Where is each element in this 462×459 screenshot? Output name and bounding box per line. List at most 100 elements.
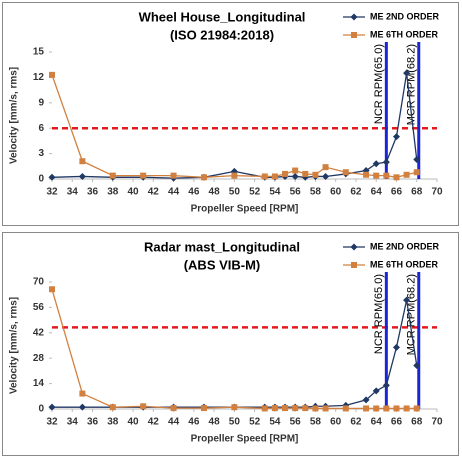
data-point xyxy=(140,172,147,179)
data-point xyxy=(312,405,319,412)
data-point xyxy=(49,286,55,293)
x-axis-label: Propeller Speed [RPM] xyxy=(191,434,299,445)
data-point xyxy=(322,164,329,171)
data-point xyxy=(261,173,268,180)
x-tick-label: 58 xyxy=(310,187,322,198)
data-point xyxy=(271,405,278,412)
data-point xyxy=(78,172,86,180)
x-tick-label: 54 xyxy=(269,417,281,428)
y-tick-label: 9 xyxy=(38,97,44,108)
x-tick-label: 36 xyxy=(87,417,99,428)
chart-title: Radar mast_Longitudinal xyxy=(144,239,300,254)
data-point xyxy=(79,390,86,397)
data-point xyxy=(282,405,289,412)
data-point xyxy=(292,405,299,412)
x-tick-label: 36 xyxy=(87,187,99,198)
data-point xyxy=(200,174,207,181)
y-tick-label: 28 xyxy=(33,353,45,364)
data-point xyxy=(170,405,177,412)
panel-frame xyxy=(2,2,459,226)
y-tick-label: 6 xyxy=(38,123,44,134)
vertical-line-label: NCR RPM(65.0) xyxy=(373,274,385,354)
series-line xyxy=(51,289,417,410)
x-tick-label: 44 xyxy=(168,417,180,428)
x-tick-label: 44 xyxy=(168,187,180,198)
vertical-line-label: MCR RPM(68.2) xyxy=(406,274,418,355)
vertical-line-label: NCR RPM(65.0) xyxy=(373,44,385,124)
x-tick-label: 64 xyxy=(371,187,383,198)
y-tick-label: 12 xyxy=(33,72,45,83)
x-tick-label: 32 xyxy=(46,417,58,428)
x-tick-label: 56 xyxy=(290,187,302,198)
data-point xyxy=(403,296,411,304)
x-tick-label: 46 xyxy=(188,187,200,198)
y-tick-label: 15 xyxy=(33,47,45,58)
data-point xyxy=(231,404,238,411)
series-line xyxy=(51,74,417,178)
y-tick-label: 0 xyxy=(38,404,44,415)
data-point xyxy=(363,405,370,412)
x-tick-label: 48 xyxy=(209,187,221,198)
x-tick-label: 32 xyxy=(46,187,58,198)
x-tick-label: 42 xyxy=(148,417,160,428)
data-point xyxy=(373,172,380,179)
legend-marker xyxy=(351,262,357,268)
data-point xyxy=(140,403,147,410)
y-axis-label: Velocity [mm/s, rms] xyxy=(9,297,20,394)
legend-label: ME 2ND ORDER xyxy=(370,241,440,251)
legend-marker xyxy=(350,13,358,21)
data-point xyxy=(261,405,268,412)
data-point xyxy=(302,405,309,412)
data-point xyxy=(312,171,319,178)
x-axis-label: Propeller Speed [RPM] xyxy=(191,204,299,215)
x-tick-label: 42 xyxy=(148,187,160,198)
x-tick-label: 38 xyxy=(107,187,119,198)
data-point xyxy=(200,405,207,412)
data-point xyxy=(382,381,390,389)
data-point xyxy=(48,173,56,181)
data-point xyxy=(392,133,400,141)
vertical-line-label: MCR RPM(68.2) xyxy=(406,44,418,125)
legend-label: ME 6TH ORDER xyxy=(370,29,439,39)
y-tick-label: 56 xyxy=(33,302,45,313)
x-tick-label: 40 xyxy=(127,187,139,198)
x-tick-label: 34 xyxy=(67,417,79,428)
x-tick-label: 52 xyxy=(249,187,261,198)
x-tick-label: 64 xyxy=(371,417,383,428)
data-point xyxy=(302,170,309,177)
x-tick-label: 58 xyxy=(310,417,322,428)
x-tick-label: 62 xyxy=(350,187,362,198)
x-tick-label: 34 xyxy=(67,187,79,198)
data-point xyxy=(393,405,400,412)
data-point xyxy=(48,403,56,411)
data-point xyxy=(383,172,390,179)
data-point xyxy=(372,160,380,168)
data-point xyxy=(322,405,329,412)
x-tick-label: 66 xyxy=(391,417,403,428)
data-point xyxy=(403,405,410,412)
data-point xyxy=(109,404,116,411)
legend-marker xyxy=(350,243,358,251)
x-tick-label: 54 xyxy=(269,187,281,198)
data-point xyxy=(291,172,299,180)
x-tick-label: 68 xyxy=(411,417,423,428)
x-tick-label: 46 xyxy=(188,417,200,428)
y-axis-label: Velocity [mm/s, rms] xyxy=(9,67,20,164)
legend-marker xyxy=(351,32,357,38)
x-tick-label: 48 xyxy=(209,417,221,428)
y-tick-label: 0 xyxy=(38,174,44,185)
legend-label: ME 2ND ORDER xyxy=(370,11,440,21)
data-point xyxy=(413,169,420,176)
data-point xyxy=(403,69,411,77)
legend-label: ME 6TH ORDER xyxy=(370,259,439,269)
data-point xyxy=(342,169,349,176)
data-point xyxy=(363,171,370,178)
data-point xyxy=(109,172,116,179)
data-point xyxy=(322,172,330,180)
x-tick-label: 62 xyxy=(350,417,362,428)
x-tick-label: 68 xyxy=(411,187,423,198)
x-tick-label: 60 xyxy=(330,187,342,198)
chart-title: Wheel House_Longitudinal xyxy=(139,9,306,24)
